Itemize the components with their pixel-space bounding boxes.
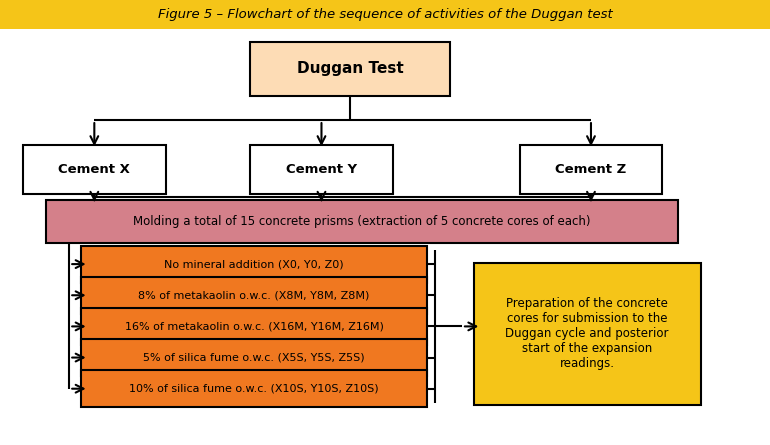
Text: 10% of silica fume o.w.c. (X10S, Y10S, Z10S): 10% of silica fume o.w.c. (X10S, Y10S, Z… (129, 384, 379, 394)
FancyBboxPatch shape (46, 200, 678, 243)
Text: 16% of metakaolin o.w.c. (X16M, Y16M, Z16M): 16% of metakaolin o.w.c. (X16M, Y16M, Z1… (125, 321, 383, 332)
Text: Preparation of the concrete
cores for submission to the
Duggan cycle and posteri: Preparation of the concrete cores for su… (505, 297, 669, 370)
Text: No mineral addition (X0, Y0, Z0): No mineral addition (X0, Y0, Z0) (164, 259, 344, 269)
FancyBboxPatch shape (23, 145, 166, 194)
Text: Molding a total of 15 concrete prisms (extraction of 5 concrete cores of each): Molding a total of 15 concrete prisms (e… (133, 215, 591, 228)
Text: 5% of silica fume o.w.c. (X5S, Y5S, Z5S): 5% of silica fume o.w.c. (X5S, Y5S, Z5S) (143, 352, 365, 363)
Text: Duggan Test: Duggan Test (297, 61, 403, 77)
FancyBboxPatch shape (250, 145, 393, 194)
FancyBboxPatch shape (81, 277, 427, 314)
FancyBboxPatch shape (520, 145, 662, 194)
FancyBboxPatch shape (81, 308, 427, 345)
Text: Cement Y: Cement Y (286, 162, 357, 176)
FancyBboxPatch shape (81, 339, 427, 376)
Text: Cement Z: Cement Z (555, 162, 627, 176)
FancyBboxPatch shape (0, 0, 770, 29)
FancyBboxPatch shape (474, 263, 701, 405)
FancyBboxPatch shape (81, 246, 427, 283)
Text: Cement X: Cement X (59, 162, 130, 176)
Text: 8% of metakaolin o.w.c. (X8M, Y8M, Z8M): 8% of metakaolin o.w.c. (X8M, Y8M, Z8M) (139, 290, 370, 300)
FancyBboxPatch shape (81, 370, 427, 407)
Text: Figure 5 – Flowchart of the sequence of activities of the Duggan test: Figure 5 – Flowchart of the sequence of … (158, 8, 612, 21)
FancyBboxPatch shape (250, 42, 450, 96)
